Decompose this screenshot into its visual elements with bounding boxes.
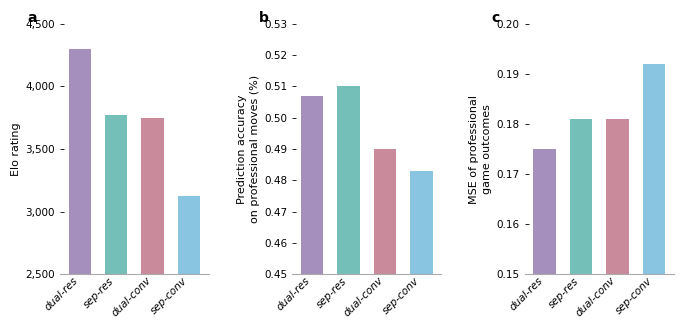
Bar: [337, 86, 360, 330]
Bar: [606, 119, 629, 330]
Bar: [570, 119, 593, 330]
Text: b: b: [260, 11, 269, 25]
Bar: [374, 149, 397, 330]
Bar: [410, 171, 433, 330]
Bar: [105, 115, 127, 330]
Text: a: a: [27, 11, 36, 25]
Bar: [301, 96, 323, 330]
Text: c: c: [492, 11, 500, 25]
Bar: [534, 149, 556, 330]
Bar: [68, 49, 91, 330]
Y-axis label: Prediction accuracy
on professional moves (%): Prediction accuracy on professional move…: [237, 75, 260, 223]
Bar: [643, 64, 665, 330]
Y-axis label: MSE of professional
game outcomes: MSE of professional game outcomes: [469, 95, 493, 204]
Bar: [141, 118, 164, 330]
Bar: [177, 196, 200, 330]
Y-axis label: Elo rating: Elo rating: [11, 122, 21, 176]
